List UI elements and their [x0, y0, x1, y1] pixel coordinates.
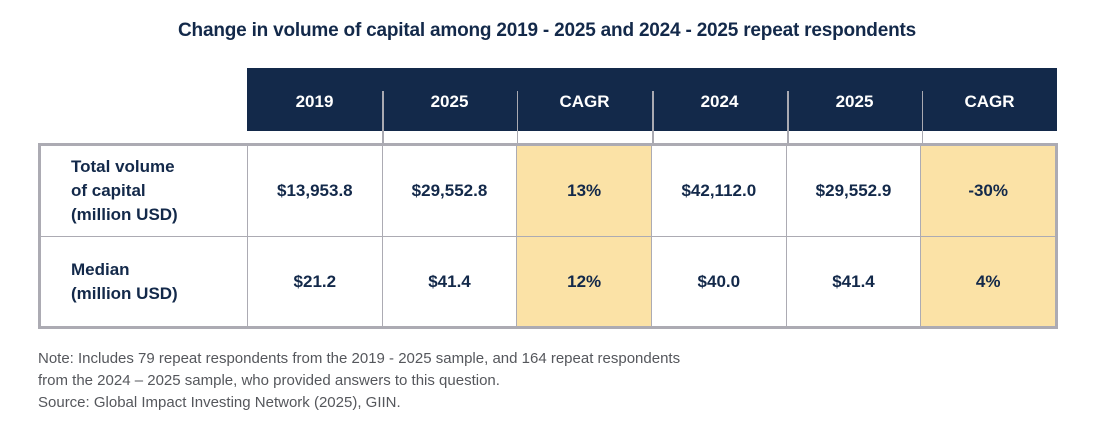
- cell-total-volume-2024: $42,112.0: [651, 146, 786, 236]
- cell-total-volume-2025-second: $29,552.9: [785, 146, 921, 236]
- row-label-median: Median (million USD): [41, 236, 247, 326]
- header-cell-2024: 2024: [700, 91, 739, 111]
- figure-note: Note: Includes 79 repeat respondents fro…: [38, 348, 680, 414]
- header-divider: [382, 91, 384, 143]
- header-cell-2025-first: 2025: [430, 91, 469, 111]
- header-cell-cagr-first: CAGR: [559, 91, 610, 111]
- cell-median-2024: $40.0: [651, 236, 786, 326]
- cell-total-volume-2025-first: $29,552.8: [381, 146, 517, 236]
- table-header-row: 2019 2025 CAGR 2024 2025 CAGR: [247, 68, 1057, 143]
- source-line: Source: Global Impact Investing Network …: [38, 394, 401, 411]
- note-line-2: from the 2024 – 2025 sample, who provide…: [38, 372, 500, 389]
- table-body: Total volume of capital (million USD) $1…: [38, 143, 1058, 329]
- header-cell-2025-second: 2025: [835, 91, 874, 111]
- header-divider: [516, 91, 519, 143]
- cell-total-volume-2019: $13,953.8: [247, 146, 382, 236]
- cell-median-cagr-first: 12%: [516, 236, 651, 326]
- cell-median-2025-first: $41.4: [381, 236, 517, 326]
- header-divider: [652, 91, 654, 143]
- header-divider: [787, 91, 789, 143]
- cell-median-2025-second: $41.4: [785, 236, 921, 326]
- cell-total-volume-cagr-second: -30%: [920, 146, 1055, 236]
- figure-title: Change in volume of capital among 2019 -…: [178, 20, 916, 41]
- row-label-total-volume: Total volume of capital (million USD): [71, 157, 178, 224]
- header-divider: [921, 91, 924, 143]
- header-cell-2019: 2019: [295, 91, 334, 111]
- cell-total-volume-cagr-first: 13%: [516, 146, 651, 236]
- note-line-1: Note: Includes 79 repeat respondents fro…: [38, 350, 681, 367]
- cell-median-2019: $21.2: [247, 236, 382, 326]
- header-cell-cagr-second: CAGR: [964, 91, 1015, 111]
- cell-median-cagr-second: 4%: [920, 236, 1055, 326]
